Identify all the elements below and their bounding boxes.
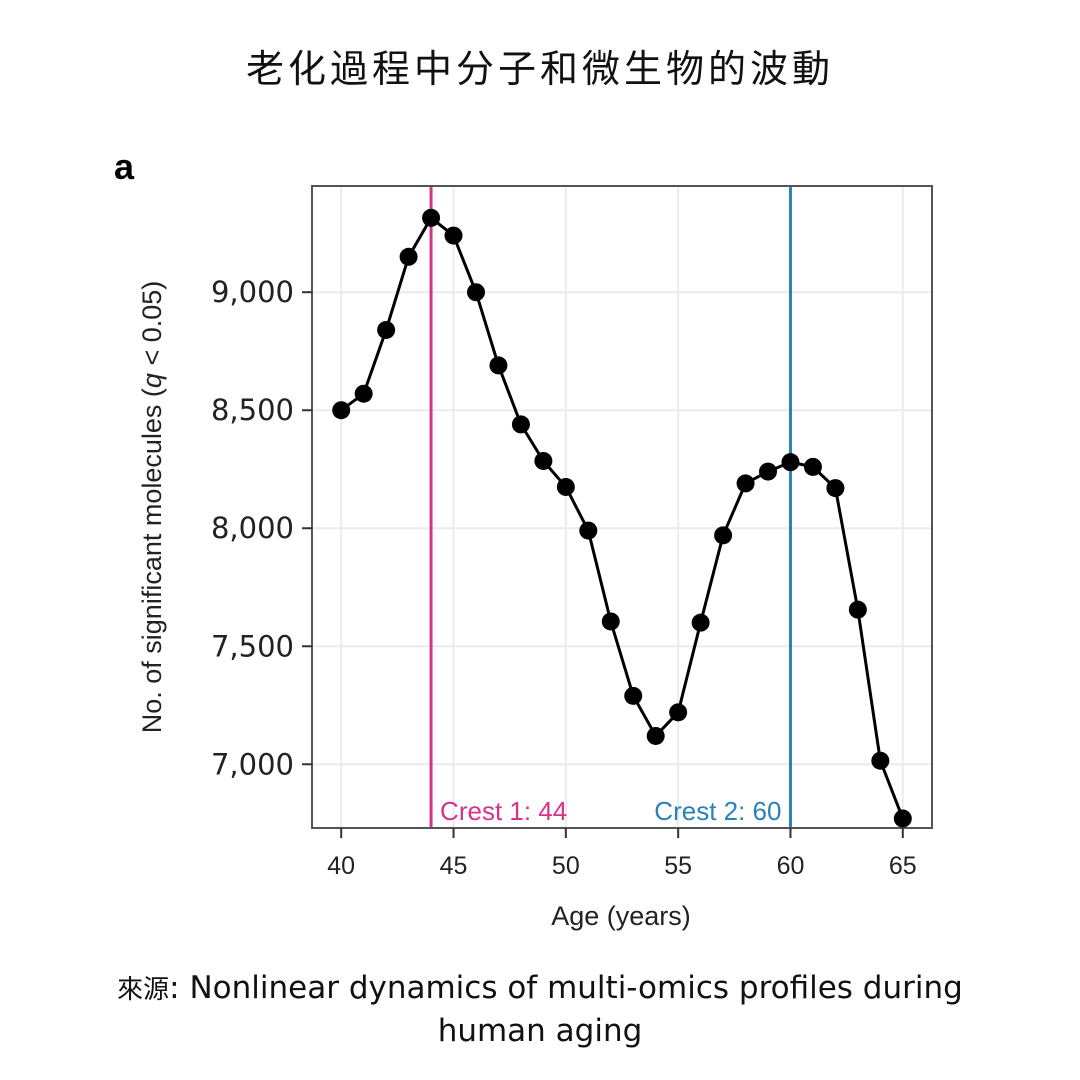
- y-tick-label: 7,500: [211, 629, 294, 663]
- y-tick-label: 9,000: [211, 275, 294, 309]
- x-tick-label: 60: [777, 852, 805, 880]
- y-tick-label: 7,000: [211, 747, 294, 781]
- x-tick-label: 65: [889, 852, 917, 880]
- crest-label-1: Crest 1: 44: [440, 796, 567, 826]
- data-point: [871, 751, 890, 770]
- source-prefix: 來源: [117, 975, 170, 1005]
- data-point: [893, 809, 912, 828]
- x-tick-label: 50: [552, 852, 580, 880]
- data-point: [511, 415, 530, 434]
- x-tick-label: 40: [327, 852, 355, 880]
- data-point: [669, 703, 688, 722]
- data-point: [444, 226, 463, 245]
- data-point: [466, 283, 485, 302]
- source-text: : Nonlinear dynamics of multi-omics prof…: [169, 970, 963, 1049]
- data-point: [826, 479, 845, 498]
- page-title: 老化過程中分子和微生物的波動: [245, 47, 834, 91]
- grid-lines: [312, 186, 932, 828]
- data-point: [781, 453, 800, 472]
- data-point: [377, 320, 396, 339]
- data-point: [646, 726, 665, 745]
- x-axis-label: Age (years): [551, 901, 691, 931]
- data-point: [601, 612, 620, 631]
- y-tick-label: 8,500: [211, 393, 294, 427]
- line-chart: Crest 1: 44 Crest 2: 60 40 45 50 55 60 65 7,000…: [137, 185, 933, 931]
- data-point: [489, 356, 508, 375]
- crest-lines: Crest 1: 44 Crest 2: 60: [429, 186, 792, 828]
- data-point: [803, 457, 822, 476]
- data-point: [759, 462, 778, 481]
- data-point: [332, 401, 351, 420]
- data-point: [556, 477, 575, 496]
- data-point: [534, 451, 553, 470]
- data-point: [624, 686, 643, 705]
- data-point: [848, 600, 867, 619]
- data-point: [354, 384, 373, 403]
- data-point: [736, 474, 755, 493]
- crest-label-2: Crest 2: 60: [654, 796, 781, 826]
- plot-frame: [311, 185, 933, 829]
- y-axis-label: No. of significant molecules (q < 0.05): [137, 281, 167, 734]
- axis-ticks: 40 45 50 55 60 65 7,000 7,500 8,000 8,500 9,000: [211, 275, 917, 880]
- panel-label: a: [114, 146, 135, 187]
- series-line: [340, 216, 905, 820]
- data-point: [399, 247, 418, 266]
- data-point: [579, 521, 598, 540]
- y-tick-label: 8,000: [211, 511, 294, 545]
- data-point: [691, 613, 710, 632]
- source-caption: 來源: Nonlinear dynamics of multi-omics pr…: [60, 968, 1020, 1052]
- data-point: [714, 526, 733, 545]
- data-series: [332, 208, 912, 828]
- x-tick-label: 55: [664, 852, 692, 880]
- x-tick-label: 45: [440, 852, 468, 880]
- data-point: [422, 208, 441, 227]
